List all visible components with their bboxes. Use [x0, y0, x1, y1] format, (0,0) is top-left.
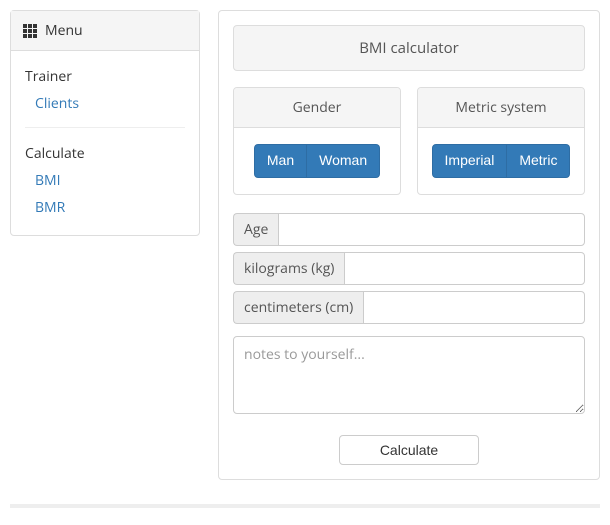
section-title-calculate: Calculate [25, 144, 185, 163]
footer-divider [10, 504, 600, 508]
height-label: centimeters (cm) [233, 291, 363, 324]
metric-option-metric[interactable]: Metric [507, 144, 570, 178]
gender-button-group: Man Woman [254, 144, 380, 178]
notes-textarea[interactable] [233, 336, 585, 414]
height-group: centimeters (cm) [233, 291, 585, 324]
weight-group: kilograms (kg) [233, 252, 585, 285]
gender-panel-title: Gender [234, 88, 400, 128]
main-panel: BMI calculator Gender Man Woman Metric s… [218, 10, 600, 480]
sidebar-item-bmi[interactable]: BMI [25, 167, 185, 194]
metric-panel: Metric system Imperial Metric [417, 87, 585, 195]
age-group: Age [233, 213, 585, 246]
metric-button-group: Imperial Metric [432, 144, 571, 178]
calculate-button[interactable]: Calculate [339, 435, 479, 465]
grid-icon [23, 24, 37, 38]
sidebar: Menu Trainer Clients Calculate BMI BMR [10, 10, 200, 236]
page-title: BMI calculator [233, 25, 585, 71]
weight-input[interactable] [344, 252, 585, 285]
menu-label: Menu [45, 21, 83, 40]
section-title-trainer: Trainer [25, 67, 185, 86]
sidebar-item-clients[interactable]: Clients [25, 90, 185, 117]
sidebar-divider [25, 127, 185, 128]
weight-label: kilograms (kg) [233, 252, 344, 285]
sidebar-item-bmr[interactable]: BMR [25, 194, 185, 221]
sidebar-body: Trainer Clients Calculate BMI BMR [11, 51, 199, 235]
gender-panel: Gender Man Woman [233, 87, 401, 195]
metric-panel-title: Metric system [418, 88, 584, 128]
sidebar-header: Menu [11, 11, 199, 51]
height-input[interactable] [363, 291, 585, 324]
age-label: Age [233, 213, 278, 246]
age-input[interactable] [278, 213, 585, 246]
gender-option-woman[interactable]: Woman [307, 144, 380, 178]
metric-option-imperial[interactable]: Imperial [432, 144, 508, 178]
gender-option-man[interactable]: Man [254, 144, 307, 178]
